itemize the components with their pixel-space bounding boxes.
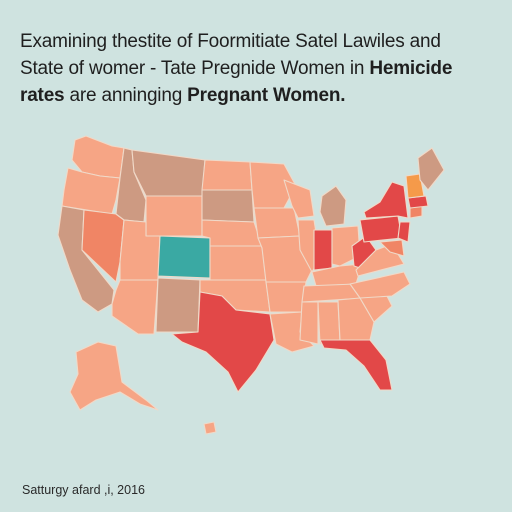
- state-michigan: [319, 185, 347, 227]
- state-texas: [171, 291, 275, 393]
- state-new-mexico: [155, 277, 201, 333]
- state-maryland-delaware: [379, 239, 405, 257]
- state-pennsylvania: [359, 215, 403, 243]
- title-line-3: rates are anninging Pregnant Women.: [20, 85, 346, 106]
- state-wyoming: [145, 195, 203, 237]
- state-alabama: [317, 301, 341, 345]
- state-nebraska: [201, 219, 263, 247]
- state-arizona: [111, 279, 159, 335]
- state-iowa: [253, 207, 301, 239]
- state-florida: [319, 339, 393, 391]
- state-south-dakota: [201, 189, 255, 223]
- state-colorado: [157, 235, 211, 279]
- state-oregon: [61, 167, 121, 215]
- state-mississippi: [299, 301, 319, 345]
- state-montana: [131, 149, 206, 197]
- state-alaska: [69, 341, 159, 411]
- state-north-carolina: [349, 271, 411, 299]
- state-arkansas: [265, 281, 307, 313]
- state-new-jersey: [397, 221, 411, 243]
- state-new-york: [363, 181, 409, 219]
- state-north-dakota: [201, 159, 253, 191]
- state-indiana: [313, 229, 333, 271]
- map-title: Examining thestite of Foormitiate Satel …: [20, 28, 490, 109]
- state-kansas: [209, 245, 267, 281]
- title-line-1: Examining thestite of Foormitiate Satel …: [20, 31, 441, 52]
- state-wisconsin: [283, 179, 315, 219]
- state-maine: [417, 147, 445, 191]
- title-line-2: State of womer - Tate Pregnide Women in …: [20, 58, 453, 79]
- state-hawaii: [203, 421, 217, 435]
- map-caption: Satturgy afard ,i, 2016: [22, 483, 145, 497]
- state-georgia: [337, 297, 375, 341]
